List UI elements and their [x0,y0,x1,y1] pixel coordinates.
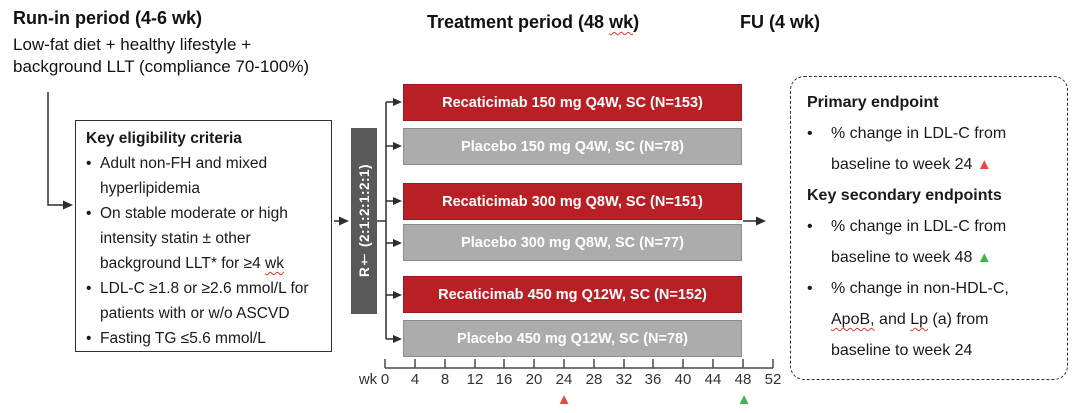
branch-arrowhead-icon [393,98,402,106]
week-tick-label: 36 [644,371,662,388]
endpoint-text: % change in non-HDL-C, [831,280,1009,297]
week-tick-label: 16 [495,371,513,388]
week-axis-ticks [384,359,774,368]
primary-endpoint-title: Primary endpoint [807,94,939,111]
endpoint-text: baseline to week 24 [831,342,973,359]
endpoints-arrowhead-icon [756,216,766,226]
week48-green-triangle-icon: ▲ [736,391,752,408]
bullet-icon: • [86,205,92,222]
bullet-icon: • [807,125,813,142]
branch-arrowhead-icon [393,335,402,343]
endpoint-text: % change in LDL-C from [831,125,1007,142]
endpoint-text: (a) from [927,311,989,328]
branch-arrowhead-icon [393,291,402,299]
branch-arrowhead-icon [393,197,402,205]
eligibility-title: Key eligibility criteria [86,130,242,147]
eligibility-criteria-box: Key eligibility criteria • Adult non-FH … [75,120,332,352]
treatment-title-text: Treatment period (48 [427,12,610,32]
eligibility-bullet: • LDL-C ≥1.8 or ≥2.6 mmol/L for patients … [86,276,323,326]
randomization-ratio-label: R† (2:1:2:1:2:1) [356,164,372,278]
week-tick-label: 48 [734,371,752,388]
eligibility-text: hyperlipidemia [100,180,200,197]
randomization-arrowhead-icon [339,216,349,226]
treatment-period-title: Treatment period (48 wk) [427,12,639,33]
branch-arrowhead-icon [393,142,402,150]
week-tick-label: 20 [525,371,543,388]
eligibility-text: background LLT* for ≥4 [100,255,266,272]
week-axis-unit-label: wk [358,371,378,388]
arm-recaticimab-150-q4w: Recaticimab 150 mg Q4W, SC (N=153) [403,84,742,121]
endpoint-text: and [874,311,911,328]
red-triangle-icon: ▲ [976,156,992,173]
week-tick-label: 32 [615,371,633,388]
endpoint-text-squiggle: Lp [910,311,928,328]
eligibility-bullet: • On stable moderate or high intensity st… [86,201,323,276]
week24-red-triangle-icon: ▲ [556,391,572,408]
run-in-subtitle-line2: background LLT (compliance 70-100%) [13,57,310,76]
follow-up-title: FU (4 wk) [740,12,821,32]
week-tick-label: 0 [380,371,390,388]
endpoint-text: baseline to week 48 [831,249,977,266]
secondary-endpoints-title: Key secondary endpoints [807,187,1002,204]
endpoint-text-squiggle: ApoB, [831,311,875,328]
arm-placebo-300-q8w: Placebo 300 mg Q8W, SC (N=77) [403,224,742,261]
eligibility-text: patients with or w/o ASCVD [100,305,290,322]
bullet-icon: • [86,330,92,347]
week-tick-label: 40 [674,371,692,388]
eligibility-bullet: • Fasting TG ≤5.6 mmol/L [86,326,323,351]
week-tick-label: 4 [410,371,420,388]
eligibility-text-squiggle: wk [265,255,284,272]
primary-endpoint-bullet: • % change in LDL-C from baseline to week… [807,118,1057,180]
week-tick-label: 28 [585,371,603,388]
eligibility-text: Fasting TG ≤5.6 mmol/L [100,330,266,347]
secondary-endpoint-bullet-2: • % change in non-HDL-C, ApoB, and Lp (a)… [807,273,1057,366]
run-in-subtitle-line1: Low-fat diet + healthy lifestyle + [13,35,252,54]
arm-placebo-450-q12w: Placebo 450 mg Q12W, SC (N=78) [403,320,742,357]
run-in-period-title: Run-in period (4-6 wk) [13,8,202,28]
bullet-icon: • [86,280,92,297]
eligibility-text: Adult non-FH and mixed [100,155,268,172]
randomization-bar: R† (2:1:2:1:2:1) [351,128,377,314]
green-triangle-icon: ▲ [976,249,992,266]
bullet-icon: • [86,155,92,172]
week-tick-label: 12 [466,371,484,388]
endpoint-text: baseline to week 24 [831,156,977,173]
eligibility-text: intensity statin ± other [100,230,251,247]
eligibility-text: LDL-C ≥1.8 or ≥2.6 mmol/L for [100,280,309,297]
secondary-endpoint-bullet-1: • % change in LDL-C from baseline to week… [807,211,1057,273]
branch-arrowhead-icon [393,239,402,247]
week-tick-label: 52 [764,371,782,388]
arm-placebo-150-q4w: Placebo 150 mg Q4W, SC (N=78) [403,128,742,165]
eligibility-bullet: • Adult non-FH and mixed hyperlipidemia [86,151,323,201]
treatment-title-close: ) [633,12,640,32]
week-tick-label: 8 [440,371,450,388]
eligibility-text: On stable moderate or high [100,205,288,222]
arm-recaticimab-450-q12w: Recaticimab 450 mg Q12W, SC (N=152) [403,276,742,313]
bullet-icon: • [807,280,813,297]
endpoint-text: % change in LDL-C from [831,218,1007,235]
week-tick-label: 44 [704,371,722,388]
treatment-title-squiggle: wk [609,12,634,32]
arm-recaticimab-300-q8w: Recaticimab 300 mg Q8W, SC (N=151) [403,183,742,220]
run-in-arrowhead-icon [63,200,73,210]
endpoints-box: Primary endpoint • % change in LDL-C fro… [790,76,1068,380]
week-tick-label: 24 [555,371,573,388]
run-in-elbow-arrow [47,92,64,206]
bullet-icon: • [807,218,813,235]
